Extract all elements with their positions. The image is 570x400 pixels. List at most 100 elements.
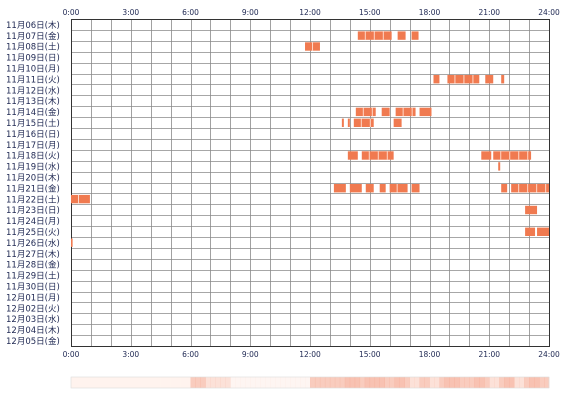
density-cell [240, 377, 246, 388]
plot-border [71, 19, 550, 347]
density-cell [155, 377, 161, 388]
density-cell [270, 377, 276, 388]
density-cell [215, 377, 221, 388]
activity-bar [411, 184, 420, 193]
top-tick-label: 21:00 [478, 8, 500, 17]
density-cell [499, 377, 505, 388]
activity-bar-gap [536, 184, 538, 193]
density-cell [180, 377, 186, 388]
day-label: 12月03日(水) [6, 314, 60, 325]
density-cell [210, 377, 216, 388]
activity-bar-gap [78, 194, 79, 204]
density-cell [71, 377, 77, 388]
activity-bar [341, 118, 344, 127]
density-cell [519, 377, 525, 388]
top-tick-label: 6:00 [182, 8, 199, 17]
bottom-tick-label: 0:00 [63, 350, 80, 359]
day-label: 11月10日(月) [6, 65, 60, 75]
density-cell [509, 377, 515, 388]
day-label: 11月14日(金) [6, 107, 60, 118]
density-cell [255, 377, 261, 388]
density-cell [175, 377, 181, 388]
density-cell [539, 377, 545, 388]
bottom-tick-label: 3:00 [122, 350, 139, 359]
density-cell [469, 377, 475, 388]
day-label: 11月08日(土) [6, 42, 60, 53]
density-cell [235, 377, 241, 388]
activity-bar-gap [377, 151, 379, 160]
density-cell [140, 377, 146, 388]
density-border [70, 376, 550, 389]
day-label: 11月30日(日) [6, 283, 60, 293]
activity-bar [481, 151, 492, 160]
activity-bar [485, 75, 494, 84]
density-cell [300, 377, 306, 388]
activity-bar [525, 205, 538, 215]
density-cell [145, 377, 151, 388]
activity-bar [361, 151, 394, 160]
density-cell [344, 377, 351, 388]
density-cell [369, 377, 376, 388]
activity-bar-gap [368, 151, 370, 160]
density-cell [105, 377, 112, 388]
density-cell [95, 377, 102, 388]
density-cell [110, 377, 117, 388]
density-cell [310, 377, 316, 388]
day-label: 11月06日(木) [6, 20, 60, 31]
density-cell [474, 377, 480, 388]
density-cell [349, 377, 356, 388]
activity-bar [447, 75, 480, 84]
density-cell [225, 377, 231, 388]
hourly-density-strip [70, 376, 550, 389]
activity-bar [353, 118, 374, 127]
activity-bar-gap [527, 151, 529, 160]
density-cell [384, 377, 390, 388]
activity-bar [379, 184, 386, 193]
density-cell [329, 377, 336, 388]
activity-bar-gap [527, 184, 529, 193]
day-label: 11月11日(火) [6, 75, 60, 85]
density-cell [200, 377, 206, 388]
activity-bar [537, 227, 549, 236]
activity-bar-gap [369, 118, 371, 127]
bottom-tick-label: 12:00 [299, 350, 321, 359]
density-cell [504, 377, 510, 388]
activity-bar-gap [472, 75, 474, 84]
activity-bar-gap [382, 31, 384, 40]
activity-bar [501, 75, 505, 84]
activity-bar [347, 118, 350, 127]
density-cell [250, 377, 256, 388]
density-cell [544, 377, 550, 388]
day-label: 11月23日(日) [6, 206, 60, 216]
density-cell [434, 377, 440, 388]
top-tick-label: 24:00 [538, 8, 560, 17]
density-cell [290, 377, 296, 388]
density-cell [115, 377, 122, 388]
density-cell [280, 377, 286, 388]
density-cell [245, 377, 251, 388]
density-cell [190, 377, 196, 388]
activity-bar [333, 184, 346, 193]
activity-bar [433, 75, 440, 84]
activity-bar-gap [396, 184, 398, 193]
density-cell [185, 377, 191, 388]
density-cell [404, 377, 410, 388]
density-cell [260, 377, 266, 388]
density-cell [399, 377, 405, 388]
activity-bar [347, 151, 358, 160]
top-tick-label: 0:00 [63, 8, 80, 17]
density-cell [75, 377, 82, 388]
day-axis: 11月06日(木)11月07日(金)11月08日(土)11月09日(日)11月1… [6, 20, 60, 347]
activity-bar-gap [500, 151, 502, 160]
activity-bar [395, 107, 416, 117]
density-cell [479, 377, 485, 388]
day-label: 11月27日(木) [6, 249, 60, 260]
day-label: 11月25日(火) [6, 228, 60, 238]
day-label: 11月16日(日) [6, 130, 60, 140]
activity-bar [419, 107, 432, 117]
top-time-axis: 0:00 3:00 6:00 9:00 12:00 15:00 18:00 21:00 24:0… [63, 8, 560, 17]
density-cell [489, 377, 495, 388]
day-label: 11月28日(金) [6, 260, 60, 271]
bottom-tick-label: 21:00 [478, 350, 500, 359]
activity-bar-gap [402, 107, 404, 117]
